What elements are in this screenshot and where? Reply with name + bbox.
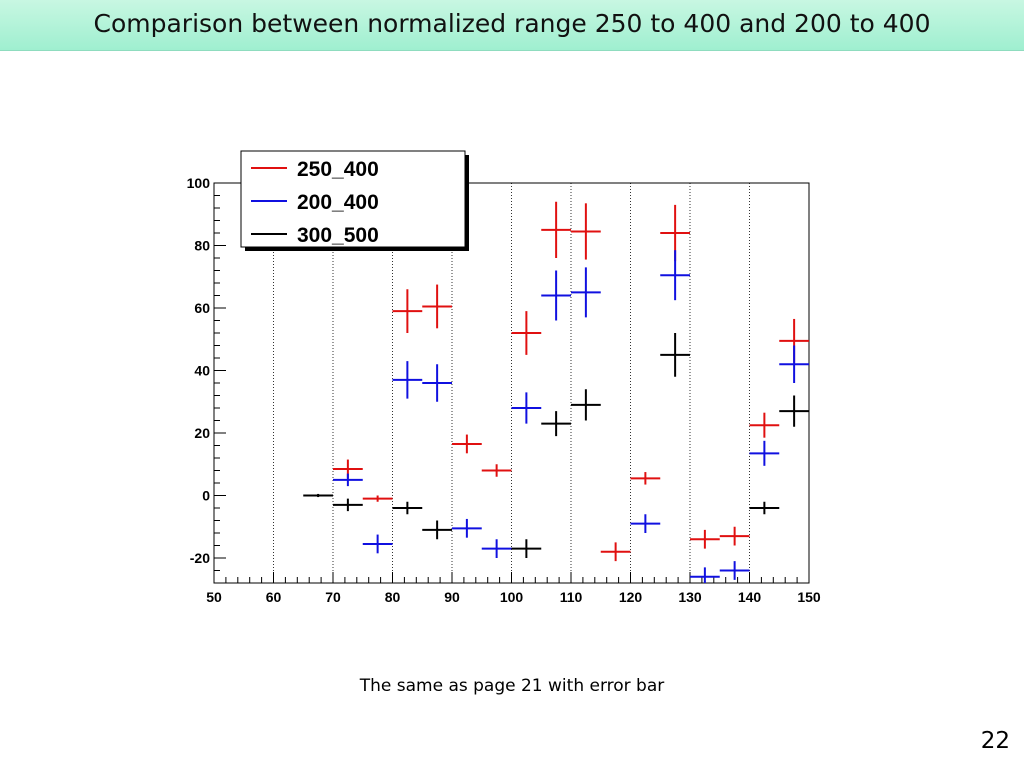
- y-tick-label: 40: [194, 363, 210, 379]
- slide-caption: The same as page 21 with error bar: [359, 676, 665, 696]
- y-tick-label: 60: [194, 300, 210, 316]
- legend-label-200_400: 200_400: [297, 191, 379, 214]
- x-tick-label: 90: [444, 589, 460, 605]
- y-tick-label: 100: [187, 175, 211, 191]
- x-tick-label: 150: [797, 589, 821, 605]
- y-tick-label: 80: [194, 238, 210, 254]
- data-points: [303, 201, 809, 583]
- legend-label-300_500: 300_500: [297, 224, 379, 247]
- x-tick-label: 60: [266, 589, 282, 605]
- x-tick-label: 70: [325, 589, 341, 605]
- x-tick-label: 80: [385, 589, 401, 605]
- x-tick-label: 140: [738, 589, 762, 605]
- slide-title: Comparison between normalized range 250 …: [93, 9, 931, 38]
- y-tick-label: 0: [202, 488, 210, 504]
- page-number: 22: [980, 728, 1010, 754]
- x-tick-label: 110: [560, 589, 583, 605]
- y-tick-label: 20: [194, 425, 210, 441]
- x-tick-label: 100: [500, 589, 524, 605]
- y-tick-label: -20: [190, 550, 210, 566]
- x-tick-label: 50: [206, 589, 222, 605]
- x-tick-label: 130: [678, 589, 702, 605]
- legend-label-250_400: 250_400: [297, 158, 379, 181]
- title-bar: Comparison between normalized range 250 …: [0, 0, 1024, 51]
- x-tick-label: 120: [619, 589, 643, 605]
